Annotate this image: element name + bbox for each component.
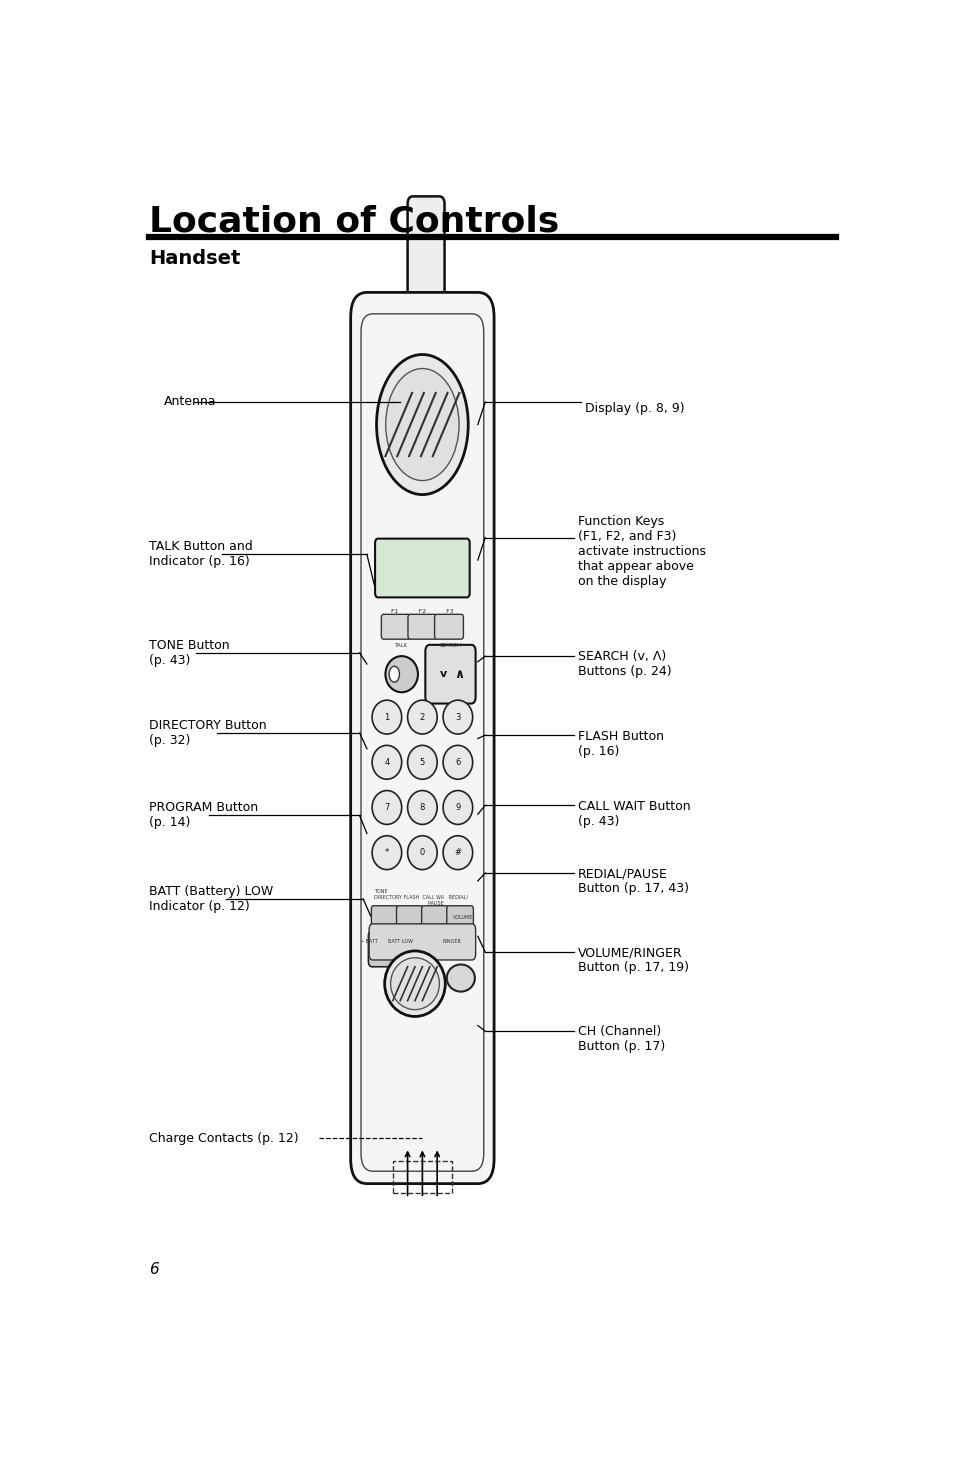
FancyBboxPatch shape bbox=[375, 538, 469, 597]
Ellipse shape bbox=[407, 791, 436, 824]
Text: CH (Channel)
Button (p. 17): CH (Channel) Button (p. 17) bbox=[577, 1025, 664, 1053]
Text: 0: 0 bbox=[419, 848, 425, 857]
Ellipse shape bbox=[446, 964, 475, 992]
Text: TALK Button and
Indicator (p. 16): TALK Button and Indicator (p. 16) bbox=[149, 540, 253, 568]
Text: SEARCH: SEARCH bbox=[439, 643, 461, 648]
Ellipse shape bbox=[442, 700, 472, 734]
Text: Function Keys
(F1, F2, and F3)
activate instructions
that appear above
on the di: Function Keys (F1, F2, and F3) activate … bbox=[577, 515, 705, 588]
Text: 3: 3 bbox=[455, 713, 460, 722]
Text: 5: 5 bbox=[419, 758, 425, 767]
Text: VOLUME/RINGER
Button (p. 17, 19): VOLUME/RINGER Button (p. 17, 19) bbox=[577, 946, 688, 974]
Ellipse shape bbox=[390, 958, 439, 1009]
FancyBboxPatch shape bbox=[435, 615, 463, 640]
Text: 7: 7 bbox=[384, 802, 389, 811]
Text: » BATT: » BATT bbox=[361, 939, 377, 945]
Circle shape bbox=[376, 355, 468, 494]
Text: Display (p. 8, 9): Display (p. 8, 9) bbox=[584, 402, 684, 415]
Ellipse shape bbox=[407, 745, 436, 779]
Circle shape bbox=[385, 368, 458, 481]
Ellipse shape bbox=[407, 700, 436, 734]
Text: RINGER: RINGER bbox=[442, 939, 461, 945]
Text: 4: 4 bbox=[384, 758, 389, 767]
Ellipse shape bbox=[442, 745, 472, 779]
Ellipse shape bbox=[442, 791, 472, 824]
Text: BATT LOW: BATT LOW bbox=[387, 939, 413, 945]
Ellipse shape bbox=[372, 791, 401, 824]
Text: Location of Controls: Location of Controls bbox=[149, 204, 558, 238]
Text: 8: 8 bbox=[419, 802, 425, 811]
Text: #: # bbox=[454, 848, 461, 857]
Ellipse shape bbox=[407, 836, 436, 870]
Text: BATT (Battery) LOW
Indicator (p. 12): BATT (Battery) LOW Indicator (p. 12) bbox=[149, 885, 273, 912]
Text: PROGRAM Button
(p. 14): PROGRAM Button (p. 14) bbox=[149, 801, 257, 829]
Text: 2: 2 bbox=[419, 713, 425, 722]
Text: *: * bbox=[384, 848, 389, 857]
Text: 1: 1 bbox=[384, 713, 389, 722]
Text: v: v bbox=[439, 669, 446, 679]
Text: 9: 9 bbox=[455, 802, 460, 811]
Ellipse shape bbox=[372, 836, 401, 870]
Text: Charge Contacts (p. 12): Charge Contacts (p. 12) bbox=[149, 1133, 298, 1144]
FancyBboxPatch shape bbox=[425, 645, 476, 704]
FancyBboxPatch shape bbox=[371, 905, 397, 930]
Ellipse shape bbox=[372, 745, 401, 779]
FancyBboxPatch shape bbox=[408, 615, 436, 640]
FancyBboxPatch shape bbox=[421, 905, 448, 930]
Ellipse shape bbox=[372, 700, 401, 734]
Text: CALL WAIT Button
(p. 43): CALL WAIT Button (p. 43) bbox=[577, 800, 690, 827]
FancyBboxPatch shape bbox=[381, 615, 410, 640]
FancyBboxPatch shape bbox=[404, 330, 447, 377]
Ellipse shape bbox=[442, 836, 472, 870]
Circle shape bbox=[389, 666, 399, 682]
Text: TONE
DIRECTORY FLASH  CALL WA   REDIAL/
                                    PAUS: TONE DIRECTORY FLASH CALL WA REDIAL/ PAU… bbox=[374, 889, 467, 905]
Text: 6: 6 bbox=[455, 758, 460, 767]
FancyBboxPatch shape bbox=[407, 197, 444, 348]
FancyBboxPatch shape bbox=[369, 924, 476, 959]
Bar bbox=[393, 1160, 452, 1193]
FancyBboxPatch shape bbox=[351, 292, 494, 1184]
FancyBboxPatch shape bbox=[446, 905, 473, 930]
FancyBboxPatch shape bbox=[368, 930, 415, 967]
Text: Handset: Handset bbox=[149, 249, 240, 268]
Text: Antenna: Antenna bbox=[164, 396, 216, 408]
Text: TALK: TALK bbox=[394, 643, 406, 648]
FancyBboxPatch shape bbox=[396, 905, 423, 930]
Text: SEARCH (v, Λ)
Buttons (p. 24): SEARCH (v, Λ) Buttons (p. 24) bbox=[577, 650, 671, 678]
Text: TONE Button
(p. 43): TONE Button (p. 43) bbox=[149, 638, 230, 666]
Text: FLASH Button
(p. 16): FLASH Button (p. 16) bbox=[577, 729, 663, 757]
Text: F1          F2          F3: F1 F2 F3 bbox=[391, 609, 454, 615]
Text: DIRECTORY Button
(p. 32): DIRECTORY Button (p. 32) bbox=[149, 719, 266, 747]
Text: ∧: ∧ bbox=[454, 667, 464, 681]
Text: VOLUME: VOLUME bbox=[453, 915, 473, 920]
Ellipse shape bbox=[384, 951, 445, 1017]
Text: 6: 6 bbox=[149, 1263, 158, 1278]
Text: REDIAL/PAUSE
Button (p. 17, 43): REDIAL/PAUSE Button (p. 17, 43) bbox=[577, 867, 688, 895]
Ellipse shape bbox=[385, 656, 417, 692]
